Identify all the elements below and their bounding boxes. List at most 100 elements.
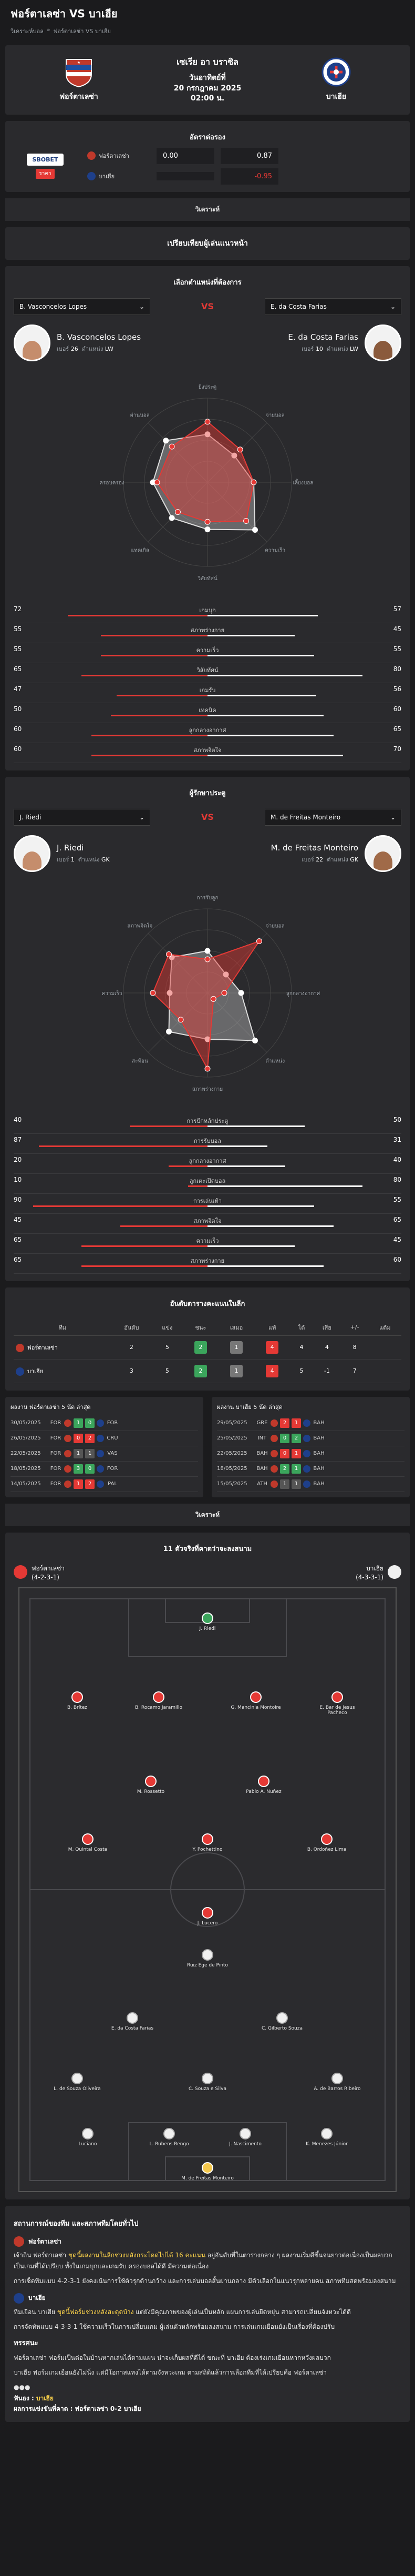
analysis-home-head: ฟอร์ตาเลซ่า [14, 2236, 401, 2247]
lineup-player[interactable]: L. Rubens Rengo [143, 2127, 195, 2147]
vs-label: VS [201, 301, 214, 312]
pick-line: ฟันธง : บาเฮีย [14, 2393, 401, 2403]
form-home-code: FOR [50, 1466, 61, 1472]
radar-axis-label: จ่ายบอล [266, 412, 285, 418]
form-date: 25/05/2025 [217, 1435, 247, 1442]
lineup-player[interactable]: C. Gilberto Souza [256, 2012, 308, 2031]
stat-right-value: 60 [393, 1255, 401, 1263]
radar-point [210, 996, 216, 1002]
player-name: Y. Pochettino [192, 1847, 223, 1852]
player-marker-icon [321, 2127, 333, 2139]
stat-row: 47 เกมรับ 56 [14, 683, 401, 703]
form-row[interactable]: 18/05/2025 FOR 3 0 FOR [11, 1462, 198, 1477]
lineup-player[interactable]: Pablo A. Nuñez [237, 1775, 290, 1794]
stat-right-bar [208, 1145, 268, 1147]
lineup-player[interactable]: L. de Souza Oliveira [51, 2072, 103, 2092]
odds-away-price[interactable]: -0.95 [221, 168, 278, 185]
odds-home-price[interactable]: 0.87 [221, 147, 278, 164]
stat-left-value: 10 [14, 1175, 22, 1183]
form-row[interactable]: 22/05/2025 FOR 1 1 VAS [11, 1446, 198, 1462]
form-row[interactable]: 14/05/2025 FOR 1 2 PAL [11, 1477, 198, 1492]
form-home-score: 0 [280, 1433, 289, 1443]
right-player-select[interactable]: E. da Costa Farias ⌄ [265, 298, 401, 315]
forward-select-row: B. Vasconcelos Lopes ⌄ VS E. da Costa Far… [14, 298, 401, 315]
lineup-player[interactable]: G. Mancinia Montoire [230, 1691, 282, 1710]
form-row[interactable]: 22/05/2025 BAH 0 1 BAH [217, 1446, 404, 1462]
table-cell [368, 1359, 401, 1383]
player-compare-card: เปรียบเทียบผู้เล่นแนวหน้า [5, 227, 410, 260]
lineup-player[interactable]: C. Souza e Silva [181, 2072, 234, 2092]
pos-label: ตำแหน่ง [326, 345, 348, 352]
vs-label: VS [201, 812, 214, 823]
stat-row: 40 การปักหลักประตู 50 [14, 1114, 401, 1134]
stat-row: 65 สภาพร่างกาย 60 [14, 1254, 401, 1274]
stat-right-bar [208, 1205, 314, 1207]
standings-header-cell: เสมอ [218, 1319, 255, 1336]
odds-away-handicap[interactable] [157, 172, 214, 181]
form-row[interactable]: 30/05/2025 FOR 1 0 FOR [11, 1416, 198, 1431]
lineup-player[interactable]: Y. Pochettino [181, 1833, 234, 1852]
right-keeper-avatar [365, 835, 401, 872]
stat-right-bar [208, 674, 363, 676]
chevron-down-icon: ⌄ [139, 302, 144, 310]
lineup-player[interactable]: B. Rocamo Jaramillo [132, 1691, 185, 1710]
form-home-score: 0 [74, 1433, 83, 1443]
lineup-player[interactable]: E. Bar de Jesus Pacheco [311, 1691, 364, 1716]
lineup-player[interactable]: Luciano [61, 2127, 114, 2147]
lineup-player[interactable]: M. Quintal Costa [61, 1833, 114, 1852]
lineup-player[interactable]: M. de Freitas Monteiro [181, 2162, 234, 2181]
breadcrumb-home-link[interactable]: วิเคราะห์บอล [11, 28, 44, 35]
lineup-player[interactable]: K. Menezes Júnior [300, 2127, 353, 2147]
away-p1-highlight: ชุดนี้ฟอร์มช่วงหลังสะดุดบ้าง [57, 2308, 134, 2316]
team-dot-icon [97, 1465, 104, 1473]
team-dot-icon [303, 1465, 310, 1473]
lineup-player[interactable]: M. Rossetto [124, 1775, 177, 1794]
radar-axis [207, 933, 267, 993]
num-label: เบอร์ [57, 345, 69, 352]
stat-right-value: 55 [393, 1195, 401, 1203]
home-form-list: 30/05/2025 FOR 1 0 FOR 26/05/2025 FOR 0 2 CRU 22/0… [11, 1416, 198, 1492]
lineup-title: 11 ตัวจริงที่คาดว่าจะลงสนาม [163, 1545, 252, 1553]
lineup-player[interactable]: B. Brítez [51, 1691, 103, 1710]
lineup-player[interactable]: E. da Costa Farias [106, 2012, 159, 2031]
keeper-radar-chart: การรับลูกจ่ายบอลลูกกลางอากาศตำแหน่งสภาพร… [102, 895, 320, 1092]
left-keeper: J. Riedi เบอร์ 1 ตำแหน่ง GK [14, 835, 110, 872]
lineup-player[interactable]: J. Riedi [181, 1612, 234, 1631]
left-player-select[interactable]: B. Vasconcelos Lopes ⌄ [14, 298, 150, 315]
right-keeper-select[interactable]: M. de Freitas Monteiro ⌄ [265, 808, 401, 826]
form-row[interactable]: 29/05/2025 GRE 2 1 BAH [217, 1416, 404, 1431]
left-player-avatar [14, 324, 50, 361]
stat-left-bar [188, 1185, 208, 1187]
table-cell: 5 [290, 1359, 313, 1383]
stat-left-bar [91, 734, 208, 736]
stat-label: สภาพจิตใจ [193, 746, 222, 754]
chevron-down-icon: ⌄ [139, 813, 144, 821]
lineup-player[interactable]: J. Nascimento [219, 2127, 272, 2147]
lineup-player[interactable]: Ruiz Ege de Pinto [181, 1949, 234, 1968]
stat-row: 65 ความเร็ว 45 [14, 1234, 401, 1254]
player-name: L. Rubens Rengo [149, 2141, 189, 2147]
standings-header-cell: +/- [340, 1319, 369, 1336]
stat-left-value: 65 [14, 665, 22, 673]
left-keeper-name: J. Riedi [57, 843, 84, 853]
stat-right-value: 60 [393, 705, 401, 713]
forecast-body: ฟอร์ตาเลซ่า ฟอร์มเป็นต่อในบ้านหากเล่นได้… [14, 2354, 331, 2361]
radar-point [165, 1028, 172, 1035]
form-row[interactable]: 25/05/2025 INT 0 2 BAH [217, 1431, 404, 1446]
odds-home-handicap[interactable]: 0.00 [157, 147, 214, 164]
recent-form: ผลงาน ฟอร์ตาเลซ่า 5 นัด ล่าสุด 30/05/202… [5, 1396, 410, 1497]
form-row[interactable]: 26/05/2025 FOR 0 2 CRU [11, 1431, 198, 1446]
form-row[interactable]: 18/05/2025 BAH 2 1 BAH [217, 1462, 404, 1477]
bookmaker[interactable]: SBOBET ราคา [14, 153, 77, 179]
lineup-player[interactable]: B. Ordoñez Lima [300, 1833, 353, 1852]
home-form-title: ผลงาน ฟอร์ตาเลซ่า 5 นัด ล่าสุด [11, 1403, 91, 1411]
form-away-score: 0 [85, 1418, 95, 1428]
right-keeper-name: M. de Freitas Monteiro [271, 843, 358, 853]
radar-point [163, 438, 169, 444]
left-keeper-select[interactable]: J. Riedi ⌄ [14, 808, 150, 826]
lineup-player[interactable]: A. de Barros Ribeiro [311, 2072, 364, 2092]
table-cell: 5 [151, 1335, 183, 1360]
form-row[interactable]: 15/05/2025 ATH 1 1 BAH [217, 1477, 404, 1492]
lineup-player[interactable]: J. Lucero [181, 1906, 234, 1926]
stat-right-value: 65 [393, 1215, 401, 1223]
